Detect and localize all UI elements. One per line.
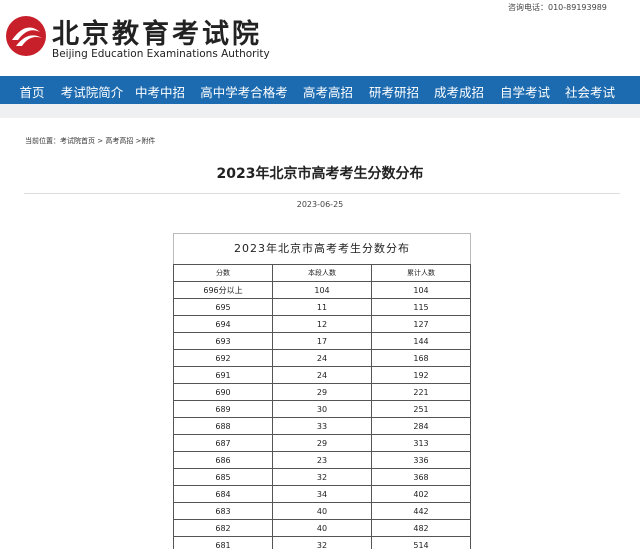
table-row: 687 29 313 xyxy=(173,434,471,452)
table-cell: 104 xyxy=(272,281,372,299)
table-cell: 689 xyxy=(173,400,273,418)
table-cell: 30 xyxy=(272,400,372,418)
header-cell: 分数 xyxy=(173,264,273,282)
table-cell: 688 xyxy=(173,417,273,435)
table-row: 692 24 168 xyxy=(173,349,471,367)
table-cell: 690 xyxy=(173,383,273,401)
table-row: 696分以上 104 104 xyxy=(173,281,471,299)
table-row: 681 32 514 xyxy=(173,536,471,549)
nav-item[interactable]: 成考成招 xyxy=(433,85,485,100)
table-row: 695 11 115 xyxy=(173,298,471,316)
table-cell: 336 xyxy=(371,451,471,469)
table-row: 686 23 336 xyxy=(173,451,471,469)
table-row: 694 12 127 xyxy=(173,315,471,333)
table-cell: 694 xyxy=(173,315,273,333)
nav-item[interactable]: 研考研招 xyxy=(368,85,420,100)
table-cell: 115 xyxy=(371,298,471,316)
table-cell: 693 xyxy=(173,332,273,350)
table-cell: 402 xyxy=(371,485,471,503)
table-cell: 17 xyxy=(272,332,372,350)
band xyxy=(0,104,640,118)
table-row: 688 33 284 xyxy=(173,417,471,435)
breadcrumb: 当前位置：考试院首页 > 高考高招 >附件 xyxy=(25,137,156,145)
table-cell: 514 xyxy=(371,536,471,549)
table-cell: 104 xyxy=(371,281,471,299)
table-cell: 32 xyxy=(272,468,372,486)
logo-en: Beijing Education Examinations Authority xyxy=(52,48,270,60)
table-cell: 29 xyxy=(272,383,372,401)
table-cell: 34 xyxy=(272,485,372,503)
table-cell: 221 xyxy=(371,383,471,401)
nav-bar: 首页 考试院简介 中考中招 高中学考合格考 高考高招 研考研招 成考成招 自学考试 社会考试 xyxy=(0,76,640,106)
table-cell: 687 xyxy=(173,434,273,452)
table-cell: 29 xyxy=(272,434,372,452)
table-row: 689 30 251 xyxy=(173,400,471,418)
table-cell: 695 xyxy=(173,298,273,316)
article-date: 2023-06-25 xyxy=(296,200,344,209)
table-row: 690 29 221 xyxy=(173,383,471,401)
phone: 咨询电话：010-89193989 xyxy=(508,3,607,12)
header-row: 分数 本段人数 累计人数 xyxy=(173,264,471,282)
nav-item[interactable]: 考试院简介 xyxy=(60,85,124,100)
table-cell: 32 xyxy=(272,536,372,549)
nav-item[interactable]: 自学考试 xyxy=(499,85,551,100)
table-row: 682 40 482 xyxy=(173,519,471,537)
header-cell: 累计人数 xyxy=(371,264,471,282)
table-cell: 313 xyxy=(371,434,471,452)
table-cell: 284 xyxy=(371,417,471,435)
table-cell: 482 xyxy=(371,519,471,537)
table-cell: 251 xyxy=(371,400,471,418)
table-cell: 12 xyxy=(272,315,372,333)
nav-item[interactable]: 社会考试 xyxy=(564,85,616,100)
nav-item[interactable]: 中考中招 xyxy=(134,85,186,100)
table-cell: 368 xyxy=(371,468,471,486)
table-row: 685 32 368 xyxy=(173,468,471,486)
score-table: 2023年北京市高考考生分数分布 分数 本段人数 累计人数 696分以上 104 104 6… xyxy=(173,233,471,549)
table-row: 693 17 144 xyxy=(173,332,471,350)
table-cell: 684 xyxy=(173,485,273,503)
nav-item[interactable]: 高考高招 xyxy=(302,82,354,106)
table-cell: 696分以上 xyxy=(173,281,273,299)
table-row: 691 24 192 xyxy=(173,366,471,384)
nav-item[interactable]: 高中学考合格考 xyxy=(200,85,288,100)
table-cell: 144 xyxy=(371,332,471,350)
table-cell: 11 xyxy=(272,298,372,316)
table-cell: 33 xyxy=(272,417,372,435)
table-cell: 192 xyxy=(371,366,471,384)
table-cell: 24 xyxy=(272,349,372,367)
table-cell: 682 xyxy=(173,519,273,537)
table-cell: 692 xyxy=(173,349,273,367)
table-row: 683 40 442 xyxy=(173,502,471,520)
logo-cn: 北京教育考试院 xyxy=(52,19,262,50)
divider xyxy=(24,193,620,194)
table-cell: 127 xyxy=(371,315,471,333)
table-cell: 691 xyxy=(173,366,273,384)
table-cell: 23 xyxy=(272,451,372,469)
table-cell: 683 xyxy=(173,502,273,520)
header-cell: 本段人数 xyxy=(272,264,372,282)
table-cell: 168 xyxy=(371,349,471,367)
table-cell: 686 xyxy=(173,451,273,469)
table-cell: 685 xyxy=(173,468,273,486)
table-cell: 442 xyxy=(371,502,471,520)
table-row: 684 34 402 xyxy=(173,485,471,503)
table-cell: 40 xyxy=(272,519,372,537)
table-caption: 2023年北京市高考考生分数分布 xyxy=(173,233,471,264)
table-cell: 24 xyxy=(272,366,372,384)
table-cell: 681 xyxy=(173,536,273,549)
logo-icon xyxy=(6,16,46,56)
article-title: 2023年北京市高考考生分数分布 xyxy=(216,166,424,182)
table-cell: 40 xyxy=(272,502,372,520)
nav-item[interactable]: 首页 xyxy=(19,85,45,100)
